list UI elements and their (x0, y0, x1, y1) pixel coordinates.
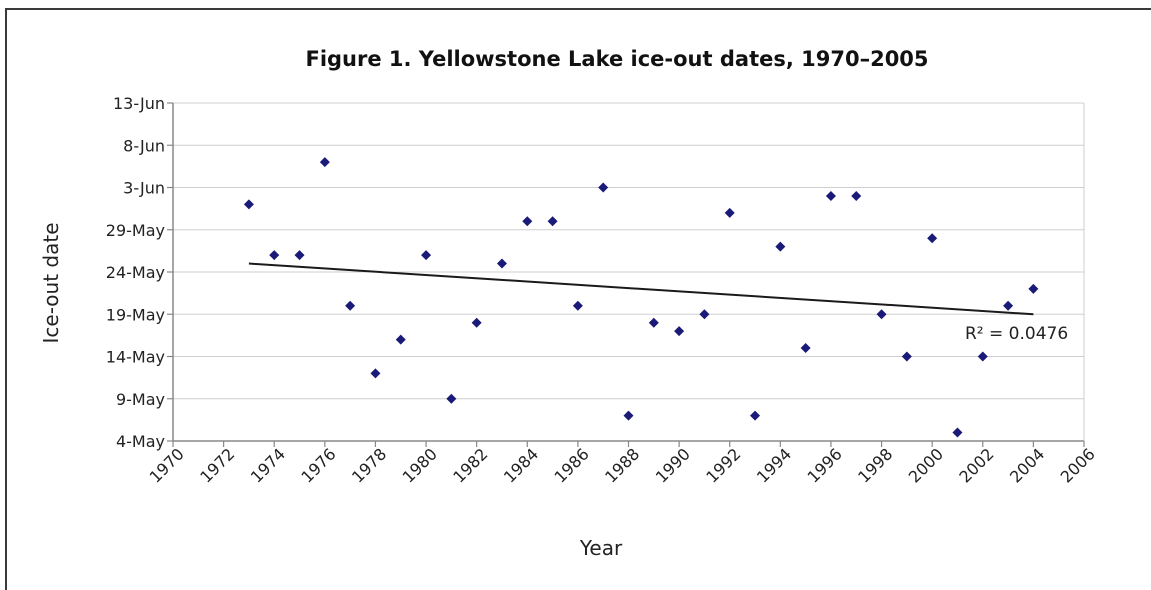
chart-title: Figure 1. Yellowstone Lake ice-out dates… (305, 47, 928, 71)
y-tick-label: 9-May (116, 390, 165, 409)
data-points (243, 157, 1039, 438)
trendline-line (248, 262, 1034, 316)
y-tick-labels: 4-May 9-May 14-May 19-May 24-May 29-May 3-Jun 8… (106, 94, 173, 451)
data-point (876, 309, 887, 320)
data-point (471, 317, 482, 328)
data-point (927, 233, 938, 244)
x-tick-label: 1982 (449, 444, 491, 486)
x-tick-label: 1972 (196, 444, 238, 486)
data-point (825, 190, 836, 201)
x-tick-label: 1986 (550, 444, 592, 486)
gridlines (173, 102, 1085, 441)
x-tick-label: 1984 (500, 444, 542, 486)
data-point (699, 309, 710, 320)
data-point (648, 317, 659, 328)
x-tick-label: 1992 (702, 444, 744, 486)
r-squared-label: R² = 0.0476 (965, 324, 1068, 344)
x-tick-label: 1996 (804, 444, 846, 486)
data-point (395, 334, 406, 345)
x-tick-label: 1974 (247, 444, 289, 486)
y-tick-label: 24-May (106, 263, 165, 282)
x-tick-label: 1988 (601, 444, 643, 486)
data-point (370, 368, 381, 379)
x-tick-label: 2002 (955, 444, 997, 486)
x-tick-label: 1998 (854, 444, 896, 486)
y-axis-label: Ice-out date (39, 223, 63, 344)
data-point (572, 300, 583, 311)
data-point (977, 351, 988, 362)
y-tick-label: 8-Jun (123, 136, 165, 155)
y-tick-label: 29-May (106, 221, 165, 240)
data-point (674, 326, 685, 337)
x-tick-label: 1990 (652, 444, 694, 486)
data-point (269, 250, 280, 261)
data-point (345, 300, 356, 311)
data-point (775, 241, 786, 252)
data-point (750, 410, 761, 421)
data-point (952, 427, 963, 438)
y-tick-label: 19-May (106, 305, 165, 324)
x-axis-label: Year (579, 536, 623, 560)
chart-frame (5, 8, 1151, 590)
data-point (243, 199, 254, 210)
x-tick-label: 1978 (348, 444, 390, 486)
data-point (421, 250, 432, 261)
x-tick-labels: 1970 1972 1974 1976 1978 1980 1982 1984 1986 1988… (146, 441, 1099, 487)
x-tick-label: 1994 (753, 444, 795, 486)
x-tick-label: 2006 (1057, 444, 1099, 486)
data-point (547, 216, 558, 227)
data-point (294, 250, 305, 261)
x-tick-label: 2004 (1006, 444, 1048, 486)
x-tick-label: 2000 (905, 444, 947, 486)
data-point (901, 351, 912, 362)
data-point (1028, 283, 1039, 294)
y-tick-label: 3-Jun (123, 179, 165, 198)
y-tick-label: 13-Jun (113, 94, 165, 113)
trendline (248, 262, 1034, 316)
data-point (851, 190, 862, 201)
y-tick-label: 4-May (116, 432, 165, 451)
data-point (496, 258, 507, 269)
data-point (446, 393, 457, 404)
x-tick-label: 1976 (297, 444, 339, 486)
data-point (623, 410, 634, 421)
data-point (724, 207, 735, 218)
y-tick-label: 14-May (106, 348, 165, 367)
data-point (522, 216, 533, 227)
data-point (800, 343, 811, 354)
data-point (598, 182, 609, 193)
x-tick-label: 1980 (399, 444, 441, 486)
data-point (319, 157, 330, 168)
data-point (1003, 300, 1014, 311)
